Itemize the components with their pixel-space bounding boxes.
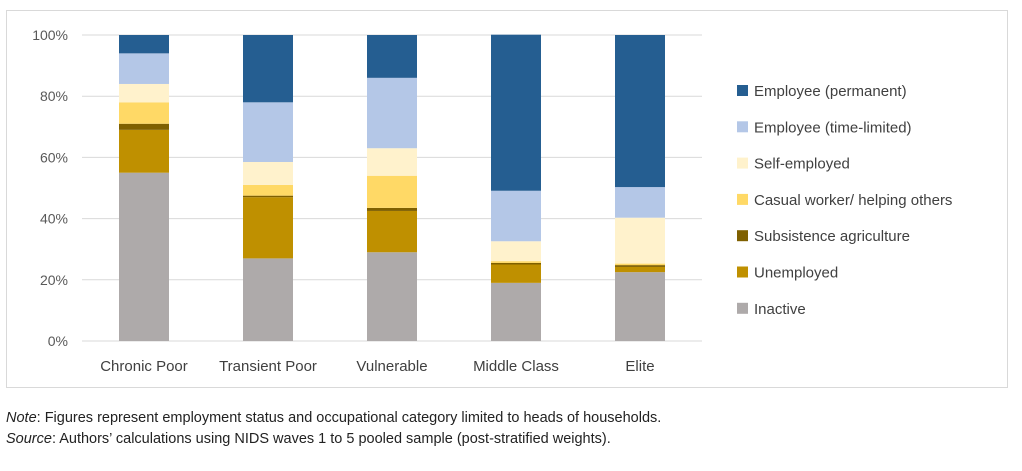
- bar-segment: [367, 210, 417, 253]
- bar-segment: [491, 262, 541, 265]
- bar-segment: [119, 53, 169, 84]
- bar-segment: [615, 265, 665, 267]
- y-tick-label: 0%: [48, 333, 68, 349]
- y-axis: 0% 20% 40% 60% 80% 100%: [32, 27, 68, 349]
- source-text: : Authors’ calculations using NIDS waves…: [51, 431, 611, 447]
- legend-swatch: [737, 85, 748, 96]
- bar-segment: [615, 263, 665, 266]
- legend-entry: Employee (time-limited): [754, 119, 912, 136]
- y-tick-label: 60%: [40, 149, 68, 165]
- bar-segment: [367, 35, 417, 78]
- x-axis: Chronic Poor Transient Poor Vulnerable Midd…: [100, 358, 654, 375]
- x-category-label: Chronic Poor: [100, 358, 188, 375]
- bar-segment: [367, 207, 417, 211]
- note-text: : Figures represent employment status an…: [36, 410, 662, 426]
- bar-segment: [615, 35, 665, 188]
- bar-segment: [615, 266, 665, 273]
- y-tick-label: 80%: [40, 88, 68, 104]
- x-category-label: Middle Class: [473, 358, 559, 375]
- legend-swatch: [737, 302, 748, 314]
- legend-swatch: [737, 193, 748, 205]
- bar-segment: [243, 184, 293, 196]
- bar-segment: [491, 241, 541, 262]
- bar-segment: [367, 175, 417, 208]
- legend-entry: Self-employed: [754, 156, 850, 173]
- source-line: Source: Authors’ calculations using NIDS…: [6, 429, 1016, 450]
- bar-segment: [491, 34, 541, 191]
- bar-segment: [243, 197, 293, 259]
- legend-entry: Unemployed: [754, 265, 838, 282]
- legend-swatch: [737, 230, 748, 242]
- y-tick-label: 40%: [40, 211, 68, 227]
- bar-segment: [615, 272, 665, 341]
- bar-segment: [119, 102, 169, 124]
- bar-segment: [243, 195, 293, 198]
- bar-segment: [491, 282, 541, 341]
- bar-segment: [243, 258, 293, 341]
- stacked-bar-chart: 0% 20% 40% 60% 80% 100% Chronic Poor Transient…: [32, 27, 952, 375]
- bar-segment: [243, 102, 293, 162]
- y-tick-label: 100%: [32, 27, 68, 43]
- note-line: Note: Figures represent employment statu…: [6, 408, 1016, 429]
- x-category-label: Vulnerable: [356, 358, 427, 375]
- legend-entry: Inactive: [754, 301, 806, 318]
- bar-segment: [119, 172, 169, 341]
- legend: Employee (permanent) Employee (time-limit…: [737, 83, 952, 318]
- chart-area: 0% 20% 40% 60% 80% 100% Chronic Poor Transient…: [6, 10, 1008, 388]
- note-label: Note: [6, 410, 37, 426]
- bar-segment: [119, 129, 169, 173]
- legend-swatch: [737, 157, 748, 169]
- legend-entry: Casual worker/ helping others: [754, 192, 952, 209]
- y-tick-label: 20%: [40, 272, 68, 288]
- bar-segment: [615, 187, 665, 218]
- legend-entry: Employee (permanent): [754, 83, 907, 100]
- bar-segment: [243, 161, 293, 185]
- bar-segment: [491, 264, 541, 283]
- bar-segment: [615, 217, 665, 264]
- bar-segment: [491, 190, 541, 242]
- bar-segment: [243, 35, 293, 103]
- legend-entry: Subsistence agriculture: [754, 228, 910, 245]
- figure-notes: Note: Figures represent employment statu…: [6, 408, 1016, 450]
- x-category-label: Elite: [625, 358, 654, 375]
- legend-swatch: [737, 121, 748, 133]
- legend-swatch: [737, 266, 748, 278]
- bars: [119, 34, 665, 341]
- bar-segment: [119, 83, 169, 103]
- bar-segment: [367, 77, 417, 149]
- bar-segment: [491, 261, 541, 263]
- bar-segment: [367, 148, 417, 176]
- source-label: Source: [6, 431, 52, 447]
- bar-segment: [119, 123, 169, 130]
- bar-segment: [119, 35, 169, 54]
- x-category-label: Transient Poor: [219, 358, 317, 375]
- bar-segment: [367, 252, 417, 341]
